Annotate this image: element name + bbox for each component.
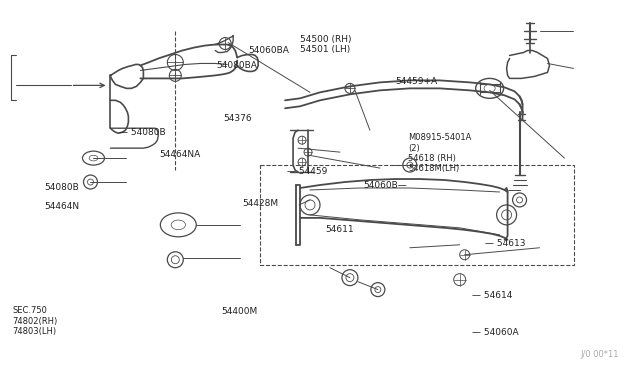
Text: 54080B: 54080B (44, 183, 79, 192)
Text: — 54060A: — 54060A (472, 328, 518, 337)
Text: SEC.750
74802(RH)
74803(LH): SEC.750 74802(RH) 74803(LH) (12, 307, 58, 336)
Text: — 54613: — 54613 (484, 239, 525, 248)
Text: 54376: 54376 (223, 114, 252, 123)
Text: — 54080B: — 54080B (119, 128, 166, 137)
Text: 54459+A: 54459+A (396, 77, 438, 86)
Text: 54428M: 54428M (242, 199, 278, 208)
Text: J/0 00*11: J/0 00*11 (581, 350, 620, 359)
Text: 54464NA: 54464NA (159, 150, 200, 159)
Text: 54464N: 54464N (44, 202, 79, 211)
Text: 54400M: 54400M (221, 307, 257, 316)
Text: 54500 (RH)
54501 (LH): 54500 (RH) 54501 (LH) (300, 35, 351, 54)
Text: M08915-5401A
(2)
54618 (RH)
54618M(LH): M08915-5401A (2) 54618 (RH) 54618M(LH) (408, 133, 472, 173)
Text: — 54614: — 54614 (472, 291, 513, 300)
Text: 54080BA: 54080BA (216, 61, 257, 70)
Text: — 54459: — 54459 (287, 167, 327, 176)
Text: 54060BA: 54060BA (248, 46, 289, 55)
Text: 54611: 54611 (325, 225, 354, 234)
Text: 54060B—: 54060B— (364, 181, 407, 190)
